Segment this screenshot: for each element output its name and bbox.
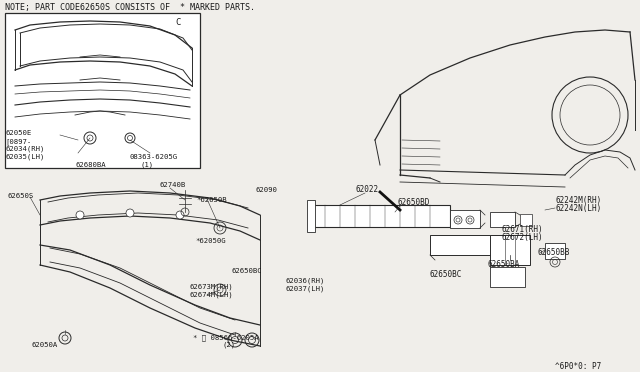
Text: 62671(RH): 62671(RH) bbox=[502, 225, 543, 234]
Text: (2): (2) bbox=[222, 342, 235, 349]
Text: C: C bbox=[175, 18, 180, 27]
Text: 62650BA: 62650BA bbox=[487, 260, 520, 269]
Text: 62242N(LH): 62242N(LH) bbox=[555, 204, 601, 213]
Text: * Ⓢ 08566-6205A: * Ⓢ 08566-6205A bbox=[193, 334, 259, 341]
Text: 62650BC: 62650BC bbox=[430, 270, 462, 279]
Text: 62650BD: 62650BD bbox=[397, 198, 429, 207]
Text: 08363-6205G: 08363-6205G bbox=[130, 154, 178, 160]
Text: 62672(LH): 62672(LH) bbox=[502, 233, 543, 242]
Bar bbox=[490, 235, 530, 265]
Text: (1): (1) bbox=[140, 161, 153, 167]
Text: NOTE; PART CODE62650S CONSISTS OF  * MARKED PARTS.: NOTE; PART CODE62650S CONSISTS OF * MARK… bbox=[5, 3, 255, 12]
Bar bbox=[450, 210, 480, 228]
Text: 62673M(RH): 62673M(RH) bbox=[190, 283, 234, 289]
Text: ^6P0*0: P7: ^6P0*0: P7 bbox=[555, 362, 601, 371]
Bar bbox=[307, 200, 315, 232]
Bar bbox=[430, 235, 510, 255]
Text: 62036(RH): 62036(RH) bbox=[285, 278, 324, 285]
Bar bbox=[5, 13, 200, 168]
Bar bbox=[490, 267, 525, 287]
Text: 62037(LH): 62037(LH) bbox=[285, 286, 324, 292]
Text: 62650BC: 62650BC bbox=[232, 268, 262, 274]
Text: 62035(LH): 62035(LH) bbox=[5, 154, 44, 160]
Text: *62050G: *62050G bbox=[195, 238, 226, 244]
Text: 62022: 62022 bbox=[355, 185, 378, 194]
Text: 62090: 62090 bbox=[255, 187, 277, 193]
Circle shape bbox=[126, 209, 134, 217]
Text: 62650S: 62650S bbox=[8, 193, 35, 199]
Bar bbox=[490, 212, 515, 227]
Bar bbox=[545, 243, 565, 259]
Text: 62050E: 62050E bbox=[5, 130, 31, 136]
Text: [0897-: [0897- bbox=[5, 138, 31, 145]
Bar bbox=[520, 214, 532, 226]
Text: 62674M(LH): 62674M(LH) bbox=[190, 291, 234, 298]
Text: 62680BA: 62680BA bbox=[75, 162, 106, 168]
Text: 62242M(RH): 62242M(RH) bbox=[555, 196, 601, 205]
Bar bbox=[310, 205, 450, 227]
Text: 62034(RH): 62034(RH) bbox=[5, 146, 44, 153]
Text: 62050A: 62050A bbox=[32, 342, 58, 348]
Text: 62740B: 62740B bbox=[160, 182, 186, 188]
Text: *62650B: *62650B bbox=[196, 197, 227, 203]
Circle shape bbox=[176, 211, 184, 219]
Text: 62650BB: 62650BB bbox=[538, 248, 570, 257]
Circle shape bbox=[76, 211, 84, 219]
